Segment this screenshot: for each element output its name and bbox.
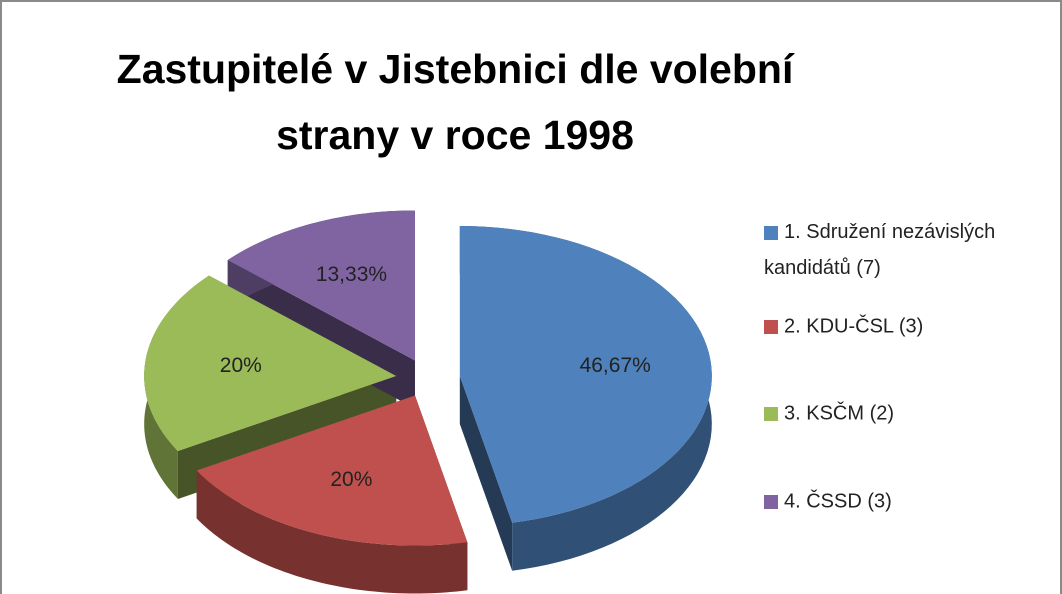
chart-title: Zastupitelé v Jistebnici dle volební stra… bbox=[117, 46, 795, 158]
legend-label: 3. KSČM (2) bbox=[784, 401, 894, 424]
chart-title-text: Zastupitelé v Jistebnici dle volební stra… bbox=[117, 46, 795, 158]
slice-side bbox=[196, 470, 468, 594]
slice-radial-side bbox=[459, 375, 513, 571]
legend-swatch bbox=[764, 320, 778, 334]
legend-label: 1. Sdružení nezávislých kandidátů (7) bbox=[764, 221, 995, 279]
legend-swatch bbox=[764, 226, 778, 240]
legend: 1. Sdružení nezávislých kandidátů (7) 2. K… bbox=[764, 221, 995, 512]
slice bbox=[459, 225, 712, 523]
data-label: 46,67% bbox=[580, 354, 651, 377]
data-label: 20% bbox=[220, 354, 262, 377]
data-label: 13,33% bbox=[316, 263, 387, 286]
slice bbox=[227, 210, 415, 361]
legend-label: 2. KDU-ČSL (3) bbox=[784, 314, 923, 337]
slice bbox=[144, 275, 397, 451]
slice bbox=[196, 395, 468, 546]
legend-swatch bbox=[764, 495, 778, 509]
legend-label: 4. ČSSD (3) bbox=[784, 489, 892, 512]
data-label: 20% bbox=[330, 468, 372, 491]
legend-swatch bbox=[764, 407, 778, 421]
pie: 46,67% 20% 20% 13,33% bbox=[144, 210, 712, 594]
